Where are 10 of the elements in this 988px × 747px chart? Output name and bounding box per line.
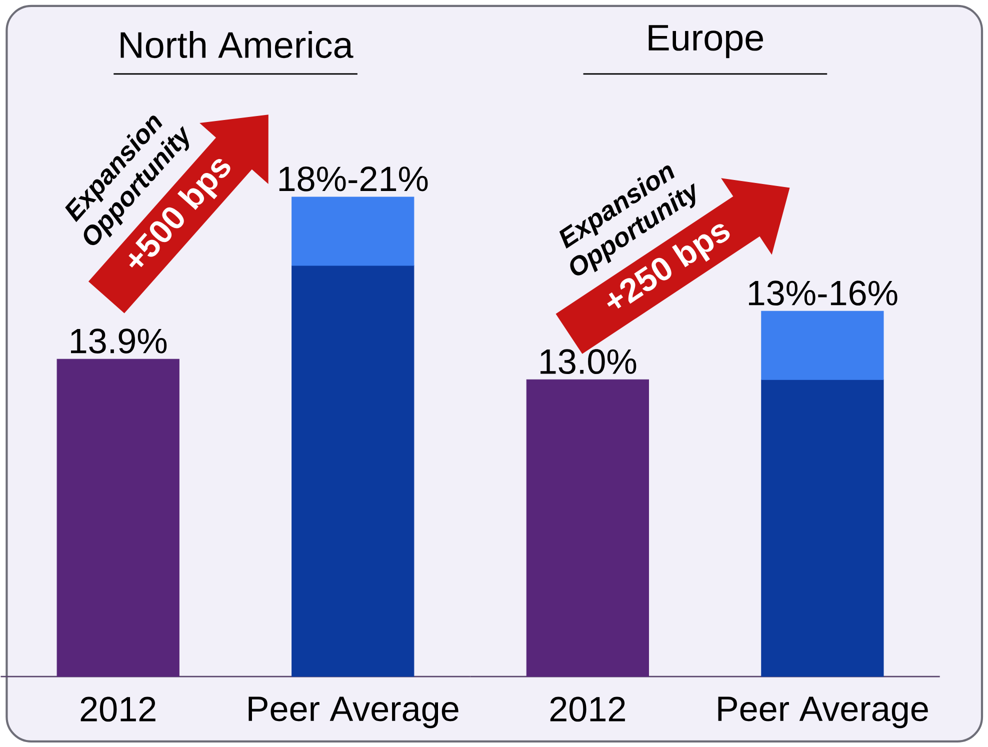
chart-title: Europe (648, 24, 763, 58)
data-label: 18%-21% (279, 166, 428, 192)
data-label: 13.9% (70, 328, 167, 354)
chart-title: North America (120, 30, 354, 58)
x-tick-label: 2012 (80, 696, 156, 722)
data-label: 13.0% (540, 348, 636, 374)
x-tick-label: Peer Average (718, 696, 928, 728)
x-tick-label: 2012 (550, 696, 625, 722)
data-label: 13%-16% (748, 280, 898, 306)
x-tick-label: Peer Average (248, 696, 458, 728)
